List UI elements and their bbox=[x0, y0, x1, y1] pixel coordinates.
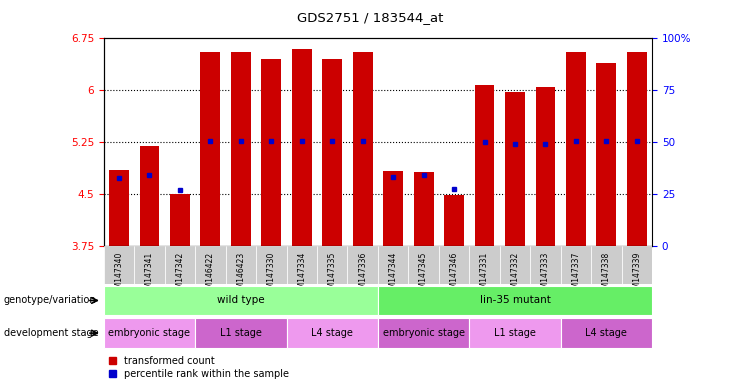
Text: L1 stage: L1 stage bbox=[220, 328, 262, 338]
Bar bbox=[536, 87, 555, 246]
Bar bbox=[170, 194, 190, 246]
Text: GSM147337: GSM147337 bbox=[571, 252, 580, 298]
FancyBboxPatch shape bbox=[225, 246, 256, 284]
Text: L4 stage: L4 stage bbox=[585, 328, 628, 338]
Bar bbox=[353, 52, 373, 246]
Text: embryonic stage: embryonic stage bbox=[382, 328, 465, 338]
Bar bbox=[566, 52, 586, 246]
Text: GSM147335: GSM147335 bbox=[328, 252, 336, 298]
Bar bbox=[139, 146, 159, 246]
FancyBboxPatch shape bbox=[348, 246, 378, 284]
FancyBboxPatch shape bbox=[317, 246, 348, 284]
Bar bbox=[413, 172, 433, 246]
Text: wild type: wild type bbox=[217, 295, 265, 306]
Bar bbox=[627, 52, 647, 246]
Text: GSM147341: GSM147341 bbox=[145, 252, 154, 298]
FancyBboxPatch shape bbox=[408, 246, 439, 284]
Text: GSM147331: GSM147331 bbox=[480, 252, 489, 298]
Text: GSM147345: GSM147345 bbox=[419, 252, 428, 298]
FancyBboxPatch shape bbox=[469, 246, 499, 284]
Text: GSM146422: GSM146422 bbox=[206, 252, 215, 298]
FancyBboxPatch shape bbox=[561, 246, 591, 284]
FancyBboxPatch shape bbox=[195, 246, 225, 284]
FancyBboxPatch shape bbox=[378, 246, 408, 284]
Text: GSM147346: GSM147346 bbox=[450, 252, 459, 298]
Bar bbox=[109, 170, 129, 246]
FancyBboxPatch shape bbox=[195, 318, 287, 348]
Text: GSM147336: GSM147336 bbox=[358, 252, 368, 298]
Bar bbox=[597, 63, 617, 246]
Legend: transformed count, percentile rank within the sample: transformed count, percentile rank withi… bbox=[109, 356, 289, 379]
Bar bbox=[505, 92, 525, 246]
Text: GSM147332: GSM147332 bbox=[511, 252, 519, 298]
Text: GSM147339: GSM147339 bbox=[632, 252, 642, 298]
FancyBboxPatch shape bbox=[622, 246, 652, 284]
Text: genotype/variation: genotype/variation bbox=[4, 295, 96, 306]
Bar bbox=[262, 59, 281, 246]
FancyBboxPatch shape bbox=[287, 318, 378, 348]
Text: lin-35 mutant: lin-35 mutant bbox=[479, 295, 551, 306]
FancyBboxPatch shape bbox=[378, 318, 469, 348]
Bar bbox=[475, 85, 494, 246]
Text: GSM147333: GSM147333 bbox=[541, 252, 550, 298]
Text: GSM147344: GSM147344 bbox=[388, 252, 398, 298]
Text: GSM147334: GSM147334 bbox=[297, 252, 306, 298]
Bar bbox=[322, 59, 342, 246]
FancyBboxPatch shape bbox=[561, 318, 652, 348]
Text: GSM147330: GSM147330 bbox=[267, 252, 276, 298]
FancyBboxPatch shape bbox=[591, 246, 622, 284]
Text: L1 stage: L1 stage bbox=[494, 328, 536, 338]
FancyBboxPatch shape bbox=[104, 246, 134, 284]
FancyBboxPatch shape bbox=[469, 318, 561, 348]
FancyBboxPatch shape bbox=[531, 246, 561, 284]
FancyBboxPatch shape bbox=[256, 246, 287, 284]
Text: GSM146423: GSM146423 bbox=[236, 252, 245, 298]
FancyBboxPatch shape bbox=[439, 246, 469, 284]
Text: GSM147342: GSM147342 bbox=[176, 252, 185, 298]
FancyBboxPatch shape bbox=[287, 246, 317, 284]
Bar bbox=[231, 52, 250, 246]
Bar bbox=[201, 52, 220, 246]
FancyBboxPatch shape bbox=[165, 246, 195, 284]
FancyBboxPatch shape bbox=[104, 318, 195, 348]
FancyBboxPatch shape bbox=[134, 246, 165, 284]
Bar bbox=[383, 171, 403, 246]
FancyBboxPatch shape bbox=[104, 286, 378, 315]
Text: L4 stage: L4 stage bbox=[311, 328, 353, 338]
Text: GSM147340: GSM147340 bbox=[114, 252, 124, 298]
Bar bbox=[444, 195, 464, 246]
Bar bbox=[292, 49, 312, 246]
FancyBboxPatch shape bbox=[378, 286, 652, 315]
Text: GSM147338: GSM147338 bbox=[602, 252, 611, 298]
Text: GDS2751 / 183544_at: GDS2751 / 183544_at bbox=[297, 12, 444, 25]
Text: development stage: development stage bbox=[4, 328, 99, 338]
Text: embryonic stage: embryonic stage bbox=[108, 328, 190, 338]
FancyBboxPatch shape bbox=[499, 246, 531, 284]
